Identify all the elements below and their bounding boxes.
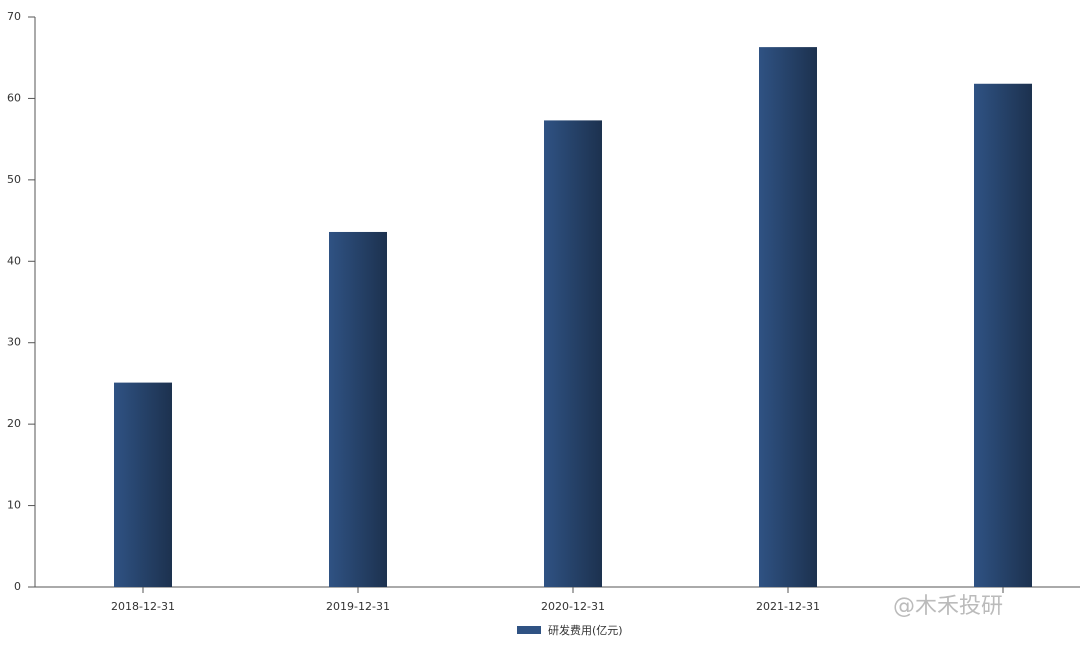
bar-shade xyxy=(114,382,172,587)
legend-swatch xyxy=(517,626,541,634)
bar-shade xyxy=(329,231,387,587)
x-tick-label: 2018-12-31 xyxy=(111,600,175,613)
y-tick-label: 50 xyxy=(7,173,21,186)
y-tick-label: 70 xyxy=(7,10,21,23)
y-tick-label: 40 xyxy=(7,254,21,267)
x-tick-label: 2019-12-31 xyxy=(326,600,390,613)
bar-shade xyxy=(544,120,602,588)
y-tick-label: 60 xyxy=(7,91,21,104)
legend-label: 研发费用(亿元) xyxy=(548,623,623,637)
bar-shade xyxy=(974,83,1032,588)
x-tick-label: 2020-12-31 xyxy=(541,600,605,613)
y-tick-label: 30 xyxy=(7,336,21,349)
y-tick-label: 10 xyxy=(7,499,21,512)
x-tick-label: 2021-12-31 xyxy=(756,600,820,613)
bar-shade xyxy=(759,47,817,588)
y-tick-label: 20 xyxy=(7,417,21,430)
y-tick-label: 0 xyxy=(14,580,21,593)
watermark: @木禾投研 xyxy=(893,594,1003,619)
